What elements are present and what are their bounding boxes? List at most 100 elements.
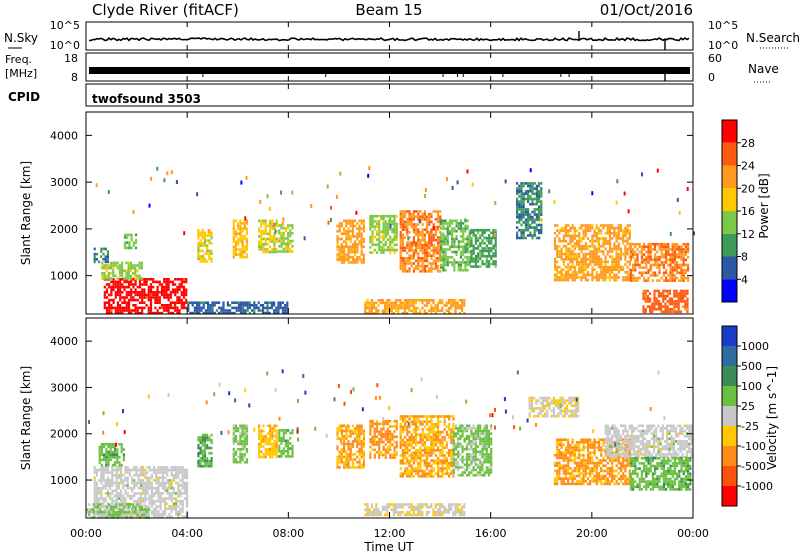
heatmap-cell [468,255,471,259]
heatmap-cell [421,223,424,226]
heatmap-cell [178,283,181,286]
heatmap-cell [677,294,680,298]
heatmap-cell [459,266,463,269]
heatmap-cell [562,252,565,256]
heatmap-cell [90,511,93,514]
heatmap-cell [560,226,563,230]
heatmap-cell [336,235,339,238]
heatmap-cell [336,458,339,461]
heatmap-cell [675,292,678,295]
heatmap-cell [206,464,209,468]
heatmap-cell [208,462,211,465]
heatmap-cell [186,473,189,477]
heatmap-cell [390,306,393,310]
heatmap-cell [466,258,469,262]
heatmap-cell [237,427,240,430]
heatmap-cell [347,429,350,433]
heatmap-cell [382,238,385,241]
heatmap-cell [175,492,178,495]
heatmap-cell [150,492,153,495]
heatmap-cell [371,214,374,218]
heatmap-cell [377,304,380,307]
heatmap-cell [529,197,532,201]
heatmap-cell [153,510,156,513]
heatmap-cell [571,255,574,258]
heatmap-cell [105,453,108,456]
heatmap-cell [378,238,381,241]
heatmap-cell [472,252,475,255]
heatmap-cell [100,450,103,454]
heatmap-cell [289,436,292,440]
heatmap-cell [123,236,127,239]
heatmap-cell [248,304,251,307]
heatmap-cell [593,239,596,243]
heatmap-cell [676,245,679,249]
heatmap-cell [93,258,96,261]
heatmap-cell [102,258,105,261]
heatmap-cell [410,241,413,244]
heatmap-cell [347,232,350,236]
heatmap-cell [136,503,139,506]
heatmap-cell [558,245,561,248]
heatmap-cell [141,288,144,291]
heatmap-cell [345,222,348,225]
heatmap-cell [196,304,199,307]
heatmap-cell [119,309,122,312]
heatmap-cell [255,304,258,307]
heatmap-cell [421,246,424,250]
heatmap-cell [153,502,156,506]
heatmap-cell [479,241,482,245]
heatmap-cell [535,187,538,190]
heatmap-cell [430,312,433,315]
heatmap-cell [602,271,605,274]
heatmap-cell [378,432,381,436]
heatmap-cell [382,246,385,249]
heatmap-cell [492,228,495,232]
heatmap-cell [391,435,394,439]
heatmap-cell [134,241,138,244]
heatmap-cell [150,494,153,498]
heatmap-cell [483,231,486,235]
heatmap-cell [120,468,123,472]
heatmap-cell [597,263,601,266]
heatmap-cell [586,229,590,232]
heatmap-cell [277,311,280,315]
colorbar-swatch [722,279,737,302]
heatmap-cell [371,425,374,428]
heatmap-cell [119,291,122,294]
heatmap-cell [166,489,169,493]
heatmap-cell [264,447,267,451]
heatmap-cell [291,444,294,448]
heatmap-cell [156,296,159,299]
heatmap-cell [401,236,404,239]
heatmap-cell [266,242,269,246]
heatmap-cell [446,237,449,241]
heatmap-cell [106,255,109,258]
heatmap-cell [197,454,200,458]
heatmap-cell [271,437,274,441]
heatmap-cell [206,433,209,437]
heatmap-cell [95,471,98,474]
heatmap-cell [222,309,225,312]
heatmap-cell [366,304,369,307]
heatmap-cell [93,492,96,495]
heatmap-cell [593,263,596,266]
heatmap-cell [616,179,619,184]
heatmap-cell [462,232,465,236]
heatmap-cell [595,273,598,277]
heatmap-cell [608,237,612,240]
heatmap-cell [266,311,269,315]
heatmap-cell [575,276,579,279]
heatmap-cell [657,300,660,303]
heatmap-cell [284,229,287,232]
heatmap-cell [201,436,204,439]
heatmap-cell [437,259,440,263]
heatmap-cell [176,278,179,281]
heatmap-cell [421,459,424,462]
heatmap-cell [669,271,672,275]
heatmap-cell [524,223,527,227]
heatmap-cell [278,429,281,432]
heatmap-cell [426,215,429,218]
heatmap-cell [142,515,145,519]
